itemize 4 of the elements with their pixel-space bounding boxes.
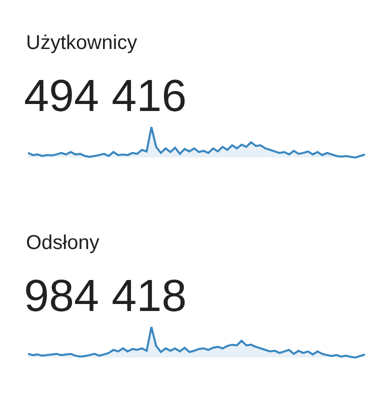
chart-subtitle: 494 416	[24, 70, 187, 122]
chart-subtitle: 984 418	[24, 270, 187, 322]
chart-title: Użytkownicy	[26, 32, 138, 55]
chart-title: Odsłony	[26, 232, 100, 255]
